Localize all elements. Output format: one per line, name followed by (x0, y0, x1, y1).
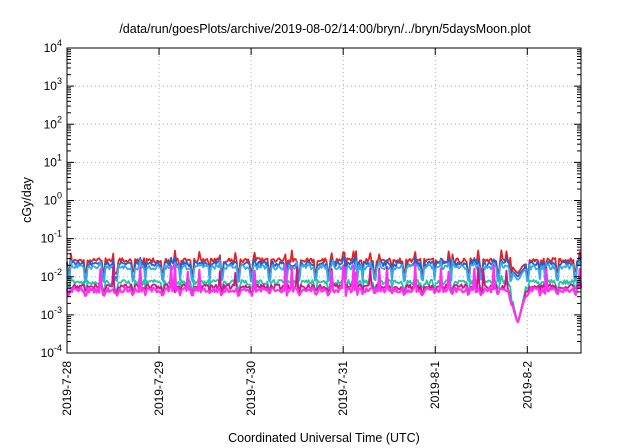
series-line-1 (66, 249, 582, 276)
grid (67, 48, 581, 353)
chart-title: /data/run/goesPlots/archive/2019-08-02/1… (119, 22, 531, 36)
y-tick-label: 10-3 (41, 305, 62, 322)
series-line-6 (65, 263, 583, 324)
x-tick-label: 2019-7-29 (152, 361, 166, 416)
y-tick-label: 10-4 (41, 343, 62, 360)
y-tick-label: 10-1 (41, 229, 62, 246)
x-axis-label: Coordinated Universal Time (UTC) (228, 431, 420, 445)
x-tick-label: 2019-7-31 (336, 361, 350, 416)
y-tick-label: 10-2 (41, 267, 62, 284)
y-tick-label: 100 (44, 191, 62, 208)
y-tick-label: 104 (44, 38, 62, 55)
x-tick-label: 2019-7-30 (244, 361, 258, 416)
y-tick-label: 101 (44, 152, 62, 169)
x-tick-label: 2019-8-1 (428, 361, 442, 409)
x-tick-label: 2019-7-28 (60, 361, 74, 416)
series-line-3 (66, 259, 582, 284)
y-tick-label: 103 (44, 76, 62, 93)
x-tick-label: 2019-8-2 (520, 361, 534, 409)
x-axis: 2019-7-28 2019-7-29 2019-7-30 2019-7-31 2019… (60, 48, 534, 416)
y-axis-label: cGy/day (20, 176, 34, 223)
y-tick-label: 102 (44, 114, 62, 131)
y-axis: 104 103 102 101 100 10-1 10-2 10-3 10-4 (41, 38, 581, 360)
series-group (65, 249, 583, 324)
